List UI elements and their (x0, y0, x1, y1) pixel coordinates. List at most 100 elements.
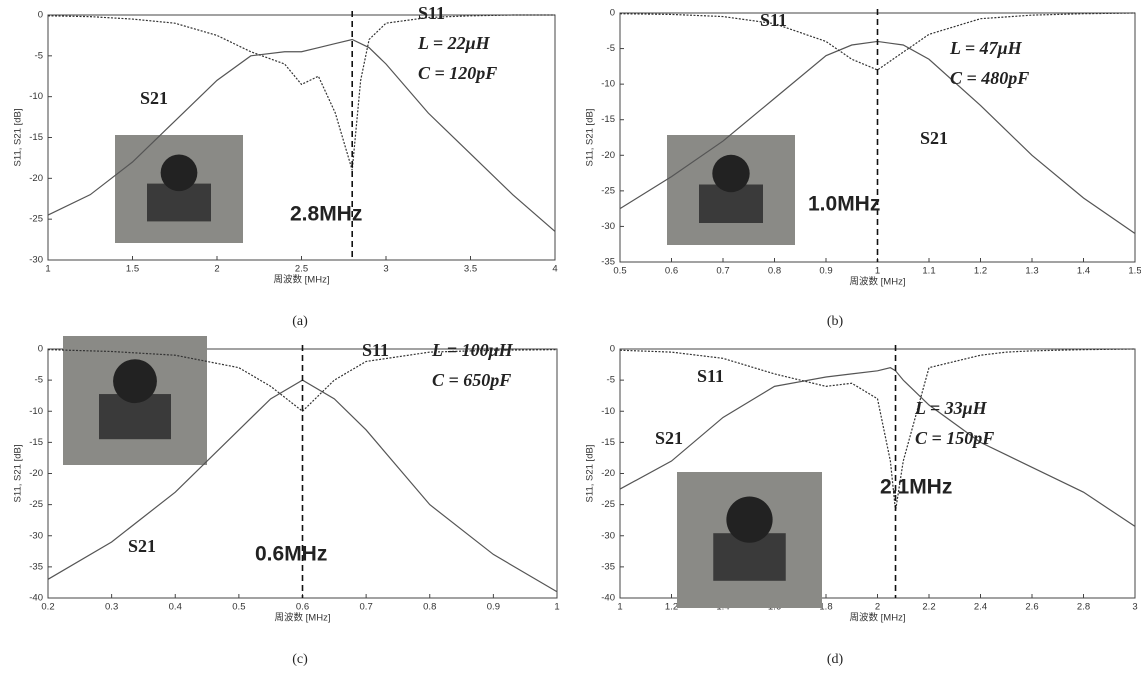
y-tick-label: 0 (38, 344, 43, 355)
y-tick-label: -20 (29, 173, 43, 184)
series-label: S21 (128, 536, 156, 556)
photo-coil (160, 154, 198, 192)
series-label: S11 (362, 340, 389, 360)
x-axis-label: 周波数 [MHz] (850, 612, 906, 624)
x-tick-label: 3 (383, 264, 388, 275)
y-tick-label: 0 (610, 344, 615, 355)
y-tick-label: -5 (35, 375, 43, 386)
caption: (a) (292, 314, 308, 329)
series-line (47, 14, 555, 171)
x-tick-label: 2.2 (922, 602, 935, 613)
series-label: S11 (418, 3, 445, 23)
photo-coil (712, 154, 750, 193)
y-tick-label: -30 (601, 530, 615, 541)
y-tick-label: -10 (601, 79, 615, 90)
series-line (619, 367, 1136, 527)
inductance: L = 22μH (417, 33, 491, 53)
inductance: L = 100μH (431, 340, 514, 360)
x-tick-label: 0.5 (613, 266, 626, 277)
marker-label: 2.1MHz (880, 476, 952, 499)
series-label: S11 (760, 10, 787, 30)
y-tick-label: -30 (29, 255, 43, 266)
x-axis-label: 周波数 [MHz] (275, 612, 331, 624)
y-tick-label: -30 (601, 221, 615, 232)
series-line (47, 349, 558, 413)
x-tick-label: 1 (875, 266, 880, 277)
y-tick-label: -25 (29, 214, 43, 225)
y-tick-label: -25 (601, 499, 615, 510)
caption: (c) (292, 652, 308, 667)
y-tick-label: -20 (29, 468, 43, 479)
x-tick-label: 0.7 (360, 602, 373, 613)
x-tick-label: 0.8 (768, 266, 781, 277)
x-tick-label: 1.1 (922, 266, 935, 277)
x-tick-label: 3.5 (464, 264, 477, 275)
x-tick-label: 0.8 (423, 602, 436, 613)
x-tick-label: 1 (45, 264, 50, 275)
y-tick-label: -10 (29, 406, 43, 417)
x-axis-label: 周波数 [MHz] (274, 274, 330, 286)
x-tick-label: 1 (617, 602, 622, 613)
y-tick-label: -20 (601, 468, 615, 479)
y-tick-label: -5 (35, 50, 43, 61)
x-tick-label: 0.2 (41, 602, 54, 613)
x-tick-label: 1.5 (126, 264, 139, 275)
x-tick-label: 2.4 (974, 602, 987, 613)
y-tick-label: -20 (601, 150, 615, 161)
capacitance: C = 650pF (432, 370, 511, 390)
x-tick-label: 2 (214, 264, 219, 275)
x-tick-label: 4 (552, 264, 557, 275)
y-tick-label: -25 (601, 185, 615, 196)
series-line (619, 348, 1136, 511)
x-tick-label: 2.8 (1077, 602, 1090, 613)
y-tick-label: -15 (29, 132, 43, 143)
y-tick-label: -35 (601, 561, 615, 572)
series-label: S21 (655, 428, 683, 448)
marker-label: 2.8MHz (290, 203, 362, 226)
caption: (d) (827, 652, 844, 667)
capacitance: C = 120pF (418, 63, 497, 83)
y-tick-label: -10 (29, 91, 43, 102)
y-axis-label: S11, S21 [dB] (13, 445, 24, 503)
marker-label: 0.6MHz (255, 543, 327, 566)
capacitance: C = 150pF (915, 428, 994, 448)
marker-label: 1.0MHz (808, 193, 880, 216)
inductance: L = 47μH (949, 38, 1023, 58)
inductance: L = 33μH (914, 398, 988, 418)
x-tick-label: 0.4 (169, 602, 182, 613)
y-tick-label: -15 (601, 114, 615, 125)
x-axis-label: 周波数 [MHz] (850, 276, 906, 288)
x-tick-label: 1.8 (819, 602, 832, 613)
x-tick-label: 1.2 (665, 602, 678, 613)
y-tick-label: -10 (601, 406, 615, 417)
y-axis-label: S11, S21 [dB] (585, 445, 596, 503)
x-tick-label: 0.6 (296, 602, 309, 613)
x-tick-label: 1.3 (1025, 266, 1038, 277)
y-axis-label: S11, S21 [dB] (13, 109, 24, 167)
y-tick-label: -15 (29, 437, 43, 448)
y-tick-label: -40 (601, 593, 615, 604)
y-tick-label: -30 (29, 530, 43, 541)
x-tick-label: 0.9 (487, 602, 500, 613)
series-label: S21 (920, 128, 948, 148)
photo-coil (726, 496, 773, 543)
x-tick-label: 0.5 (232, 602, 245, 613)
x-tick-label: 3 (1132, 602, 1137, 613)
y-tick-label: -40 (29, 593, 43, 604)
x-tick-label: 1.2 (974, 266, 987, 277)
y-tick-label: -5 (607, 43, 615, 54)
series-label: S21 (140, 88, 168, 108)
x-tick-label: 1 (554, 602, 559, 613)
y-tick-label: 0 (610, 8, 615, 19)
series-line (47, 38, 556, 232)
x-tick-label: 2.6 (1025, 602, 1038, 613)
x-tick-label: 2.5 (295, 264, 308, 275)
caption: (b) (827, 314, 844, 329)
x-tick-label: 0.6 (665, 266, 678, 277)
x-tick-label: 1.5 (1128, 266, 1141, 277)
y-tick-label: -35 (601, 257, 615, 268)
y-tick-label: -5 (607, 375, 615, 386)
photo-coil (113, 359, 157, 404)
x-tick-label: 2 (875, 602, 880, 613)
